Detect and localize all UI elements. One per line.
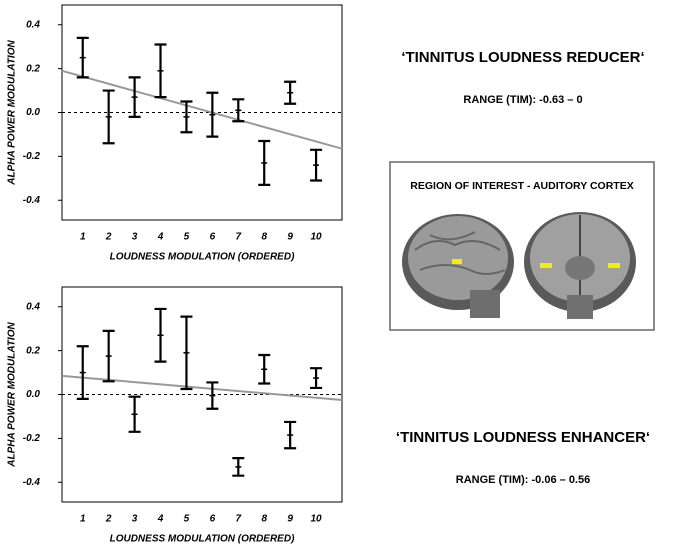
trend-line: [61, 374, 343, 401]
range-text: RANGE (TIM): -0.63 – 0: [463, 94, 582, 106]
x-tick-label: 5: [184, 232, 190, 243]
y-tick-label: -0.4: [23, 195, 41, 206]
x-tick-label: 8: [261, 514, 267, 525]
x-tick-label: 2: [105, 232, 112, 243]
y-tick-label: -0.4: [23, 477, 41, 488]
x-axis-label: LOUDNESS MODULATION (ORDERED): [110, 534, 295, 545]
x-tick-label: 3: [132, 514, 138, 525]
brain-sagittal: [402, 214, 514, 318]
y-axis-label: ALPHA POWER MODULATION: [7, 40, 18, 186]
y-tick-label: 0.2: [26, 345, 40, 356]
x-tick-label: 8: [261, 232, 267, 243]
condition-title: ‘TINNITUS LOUDNESS REDUCER‘: [401, 49, 644, 66]
y-tick-label: 0.0: [26, 107, 40, 118]
y-tick-label: 0.4: [26, 301, 40, 312]
y-tick-label: 0.0: [26, 389, 40, 400]
y-tick-label: 0.4: [26, 19, 40, 30]
trend-line: [61, 69, 343, 150]
x-tick-label: 6: [210, 232, 216, 243]
condition-title: ‘TINNITUS LOUDNESS ENHANCER‘: [396, 429, 650, 446]
x-tick-label: 9: [287, 514, 293, 525]
x-tick-label: 5: [184, 514, 190, 525]
x-tick-label: 3: [132, 232, 138, 243]
x-tick-label: 2: [105, 514, 112, 525]
brain-coronal: [524, 212, 636, 319]
x-tick-label: 10: [311, 232, 323, 243]
x-tick-label: 1: [80, 514, 86, 525]
x-tick-label: 7: [236, 514, 242, 525]
y-tick-label: -0.2: [23, 433, 41, 444]
x-tick-label: 7: [236, 232, 242, 243]
x-axis-label: LOUDNESS MODULATION (ORDERED): [110, 252, 295, 263]
x-tick-label: 6: [210, 514, 216, 525]
y-tick-label: -0.2: [23, 151, 41, 162]
x-tick-label: 4: [157, 514, 164, 525]
roi-label: REGION OF INTEREST - AUDITORY CORTEX: [410, 180, 633, 192]
x-tick-label: 4: [157, 232, 164, 243]
x-tick-label: 1: [80, 232, 86, 243]
range-text: RANGE (TIM): -0.06 – 0.56: [456, 474, 590, 486]
y-axis-label: ALPHA POWER MODULATION: [7, 322, 18, 468]
x-tick-label: 10: [311, 514, 323, 525]
y-tick-label: 0.2: [26, 63, 40, 74]
x-tick-label: 9: [287, 232, 293, 243]
